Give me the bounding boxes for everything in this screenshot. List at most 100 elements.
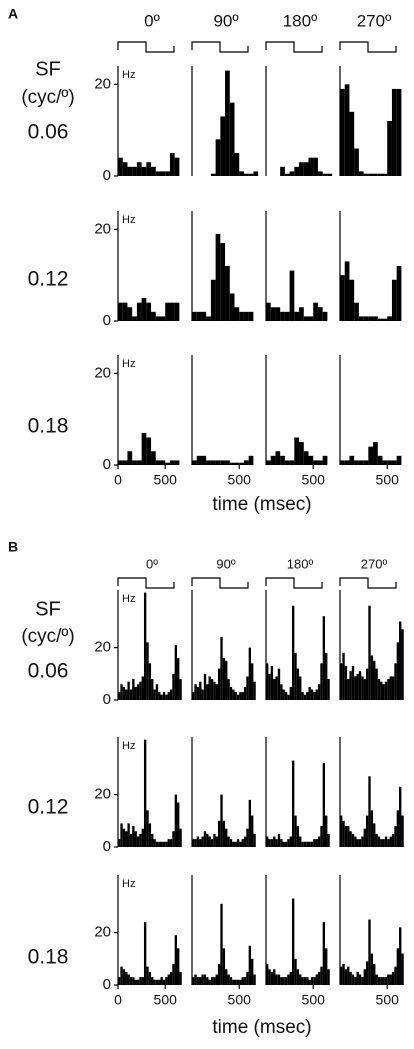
histogram-bar [122,969,126,985]
histogram-bar [120,823,123,847]
stimulus-trace [191,41,249,53]
histogram-bar [391,676,395,700]
histogram-bar [308,686,311,700]
histogram-bar [387,679,390,700]
histogram-bar [289,971,292,985]
histogram-bar [270,665,274,700]
histogram-bar [203,673,207,700]
histogram-bar [167,692,170,700]
histogram-bar [248,455,254,465]
histogram-bar [139,977,142,985]
histogram-bar [220,116,226,176]
histogram-bar [162,979,166,985]
histogram-bar [391,279,397,321]
histogram-bar [210,977,214,985]
histogram-bar [172,831,175,847]
histogram-bar [236,839,240,847]
sf-label: SF [35,598,61,620]
histogram-bar [382,460,388,465]
histogram-bar [125,689,128,700]
histogram-bar [377,318,383,321]
histogram-bar [373,316,378,321]
histogram-bar [118,839,121,847]
histogram-bar [158,692,161,700]
histogram-bar [215,836,218,847]
histogram-bar [347,966,350,985]
histogram-bar [399,786,402,847]
histogram-bar [139,681,142,700]
histogram-bar [284,460,290,465]
histogram-bar [151,977,154,985]
histogram-bar [151,311,156,321]
histogram-bar [294,958,297,985]
histogram-bar [340,966,343,985]
histogram-bar [315,974,318,985]
histogram-bar [148,971,152,985]
histogram-bar [315,689,318,700]
histogram-bar [217,820,221,847]
histogram-bar [340,460,345,465]
histogram-bar [127,166,133,176]
histogram-bar [377,173,383,176]
histogram-bar [160,460,166,465]
histogram-bar [340,815,343,847]
histogram-bar [294,652,297,700]
histogram-bar [143,592,147,700]
histogram-bar [391,833,395,847]
histogram-bar [153,979,156,985]
histogram-bar [358,460,364,465]
histogram-bar [387,974,390,985]
histogram-bar [246,971,249,985]
histogram-bar [162,841,166,847]
histogram-bar [169,302,175,321]
histogram-bar [213,977,216,985]
row-label: 0.06 [28,121,69,144]
column-label: 90º [216,556,235,571]
histogram-bar [370,810,374,847]
histogram-bar [280,455,285,465]
histogram-bar [340,275,345,321]
histogram-bar [243,836,247,847]
histogram-bar [165,171,170,176]
histogram-bar [394,826,397,847]
histogram-bar [210,839,214,847]
histogram-bar [382,173,388,176]
histogram-bar [342,652,345,700]
histogram-bar [222,820,226,847]
histogram-bar [291,605,295,700]
histogram-bar [289,686,292,700]
histogram-bar [268,673,271,700]
histogram-bar [280,839,283,847]
histogram-bar [167,839,170,847]
histogram-bar [344,261,350,321]
histogram-bar [174,460,180,465]
histogram-bar [196,836,200,847]
histogram-bar [313,692,316,700]
histogram-bar [234,979,237,985]
histogram-bar [354,977,357,985]
histogram-bar [322,763,326,847]
histogram-bar [241,839,244,847]
histogram-bar [306,692,309,700]
histogram-bar [174,302,180,321]
y-tick-label: 20 [94,639,111,656]
histogram-bar [380,839,383,847]
histogram-bar [169,839,173,847]
histogram-bar [141,676,144,700]
histogram-bar [368,316,374,321]
histogram-bar [358,671,362,700]
x-tick-label: 500 [154,472,178,488]
histogram-bar [199,681,202,700]
histogram-bar [377,977,381,985]
histogram-bar [344,460,350,465]
histogram-bar [246,676,249,700]
histogram-bar [146,810,149,847]
histogram-bar [310,689,314,700]
histogram-bar [141,298,147,321]
histogram-bar [308,316,314,321]
histogram-bar [370,953,374,985]
histogram-bar [227,679,230,700]
histogram-bar [196,977,200,985]
histogram-bar [287,694,290,700]
histogram-bar [120,684,123,700]
